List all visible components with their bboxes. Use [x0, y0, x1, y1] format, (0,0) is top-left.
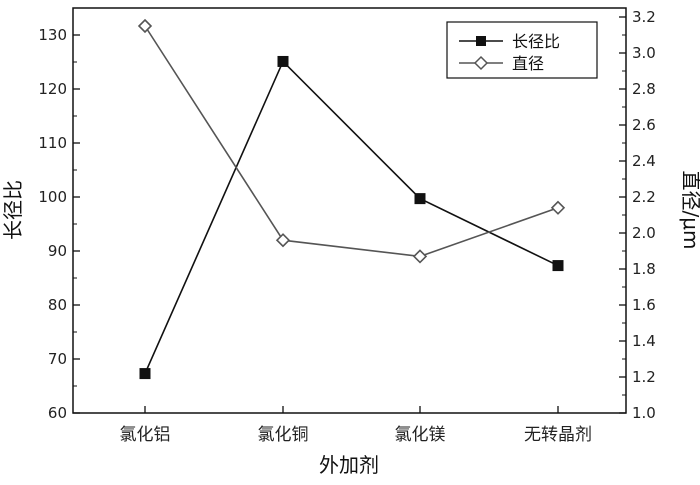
right-tick-label: 2.4 [632, 152, 656, 170]
legend-label-aspect-ratio: 长径比 [512, 32, 560, 51]
diameter-point [137, 18, 153, 34]
aspect-ratio-point [139, 368, 151, 380]
x-axis-title: 外加剂 [319, 453, 379, 477]
right-tick-label: 3.0 [632, 44, 656, 62]
right-axis-title: 直径/μm [679, 171, 700, 250]
aspect-ratio-point [277, 55, 289, 67]
legend-label-diameter: 直径 [512, 54, 544, 73]
plot-frame [72, 7, 627, 414]
right-tick-label: 2.8 [632, 80, 656, 98]
left-tick-label: 90 [48, 242, 67, 260]
left-tick-label: 120 [38, 80, 67, 98]
diameter-point [550, 200, 566, 215]
x-category-label: 氯化铝 [120, 425, 171, 445]
right-tick-label: 2.0 [632, 224, 656, 242]
diameter-point [275, 233, 291, 248]
x-axis: 氯化铝 氯化铜 氯化镁 无转晶剂 [120, 406, 592, 445]
right-tick-label: 1.0 [632, 404, 656, 422]
aspect-ratio-point [414, 193, 426, 205]
left-tick-label: 100 [38, 188, 67, 206]
aspect-ratio-point [552, 260, 564, 272]
right-tick-label: 1.6 [632, 296, 656, 314]
left-tick-label: 130 [38, 26, 67, 44]
right-axis: 1.0 1.2 1.4 1.6 1.8 2.0 2.2 2.4 2.6 2.8 3.0 3.2 [619, 8, 656, 422]
left-axis: 60 70 80 90 100 110 120 130 [38, 26, 80, 422]
left-tick-label: 70 [48, 350, 67, 368]
legend: 长径比 直径 [446, 21, 598, 79]
left-tick-label: 80 [48, 296, 67, 314]
right-tick-label: 3.2 [632, 8, 656, 26]
left-tick-label: 60 [48, 404, 67, 422]
x-category-label: 氯化镁 [395, 425, 446, 445]
right-tick-label: 2.2 [632, 188, 656, 206]
left-tick-label: 110 [38, 134, 67, 152]
x-category-label: 无转晶剂 [524, 425, 592, 445]
x-category-label: 氯化铜 [258, 425, 309, 445]
diameter-line [144, 25, 559, 258]
legend-marker-diameter [473, 55, 489, 71]
series-layer [137, 18, 566, 380]
right-tick-label: 1.2 [632, 368, 656, 386]
left-axis-title: 长径比 [1, 180, 25, 240]
right-tick-label: 1.4 [632, 332, 656, 350]
plot-area-border [72, 7, 627, 414]
diameter-point [412, 249, 428, 264]
right-tick-label: 1.8 [632, 260, 656, 278]
right-tick-label: 2.6 [632, 116, 656, 134]
legend-marker-aspect-ratio [476, 36, 486, 46]
legend-box [446, 21, 598, 79]
aspect-ratio-line [144, 60, 559, 374]
